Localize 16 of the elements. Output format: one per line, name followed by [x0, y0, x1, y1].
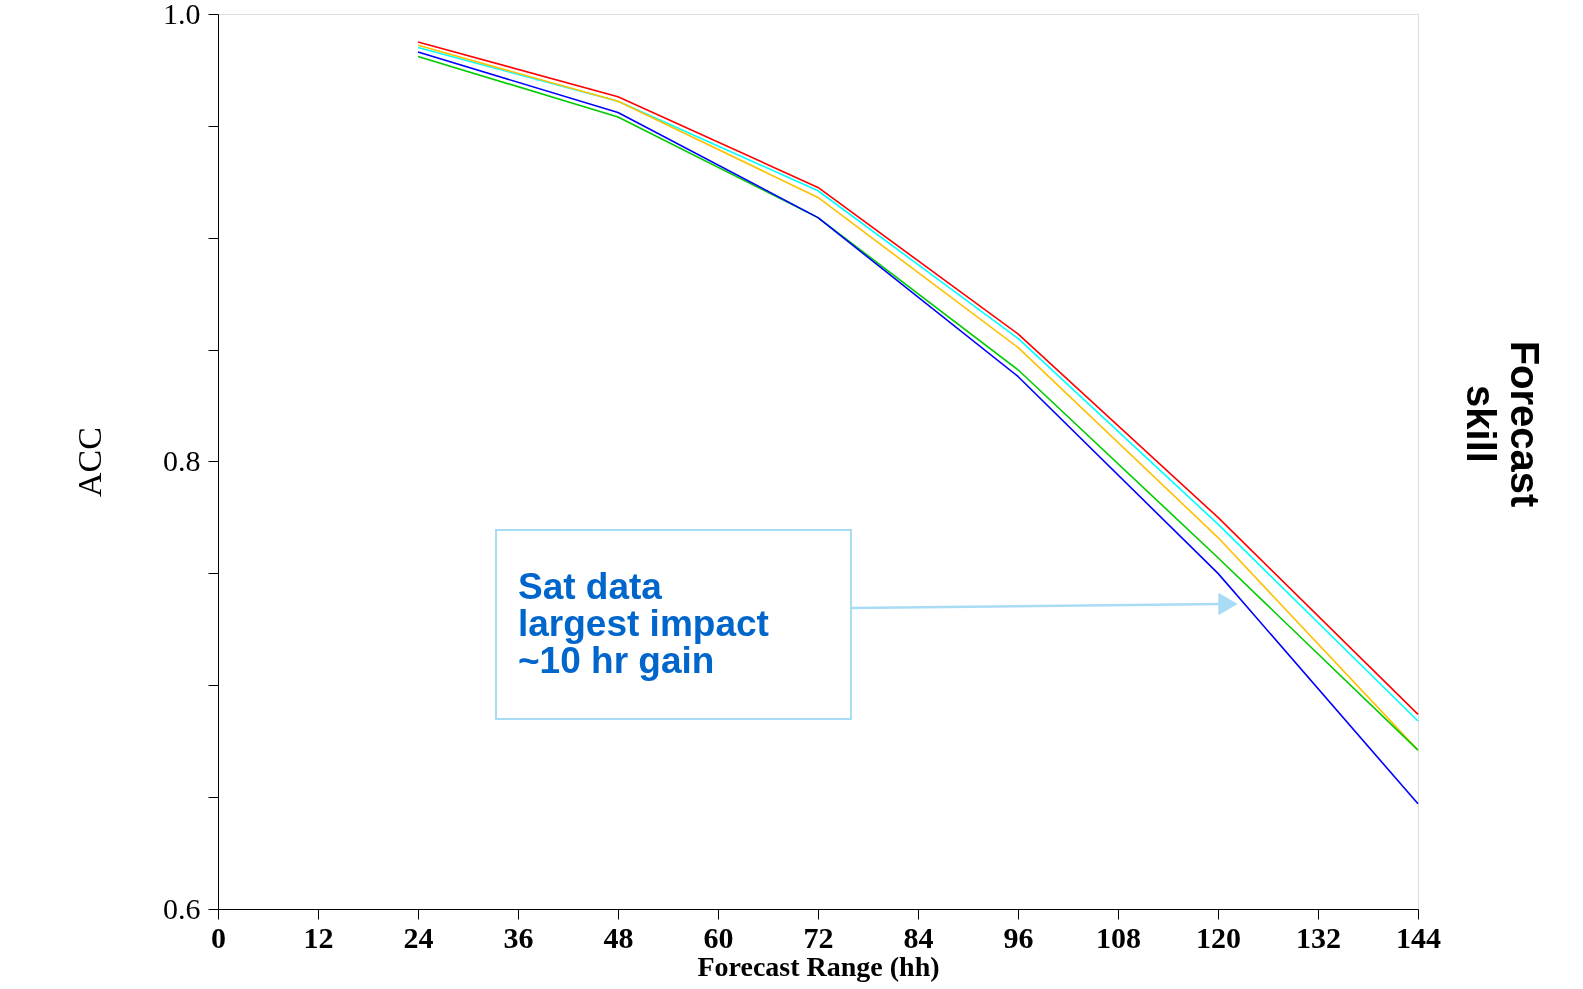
x-tick-label: 36 [503, 920, 534, 954]
y-tick-label: 1.0 [163, 0, 201, 30]
x-tick-label: 144 [1396, 920, 1441, 954]
y-tick-label: 0.6 [163, 891, 201, 925]
x-tick-label: 12 [303, 920, 334, 954]
x-tick-label: 24 [403, 920, 434, 954]
x-tick-label: 96 [1003, 920, 1034, 954]
y-axis-title: ACC [71, 427, 108, 497]
text: Forecast skill [1459, 340, 1547, 508]
annotation: Sat data largest impact ~10 hr gain [518, 565, 769, 682]
x-tick-label: 0 [211, 920, 226, 954]
y-tick-label: 0.8 [163, 444, 201, 477]
x-tick-label: 108 [1096, 920, 1141, 954]
x-tick-label: 120 [1196, 920, 1241, 954]
x-tick-label: 132 [1296, 920, 1341, 954]
x-tick-label: 48 [603, 920, 634, 954]
